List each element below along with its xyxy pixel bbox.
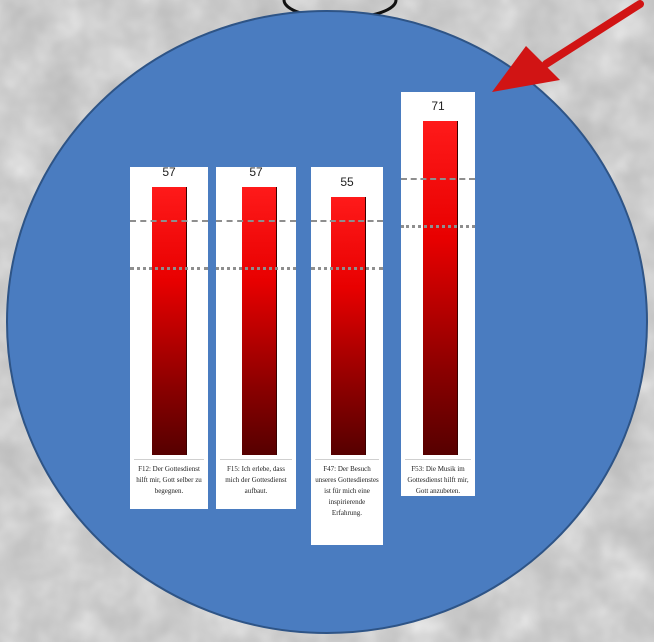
red-arrow-icon bbox=[492, 0, 644, 92]
bar-panel: 71 F53: Die Musik im Gottesdienst hilft m… bbox=[401, 92, 475, 496]
bar-value-label: 55 bbox=[340, 174, 354, 189]
bar bbox=[423, 121, 457, 455]
bar-value-label: 71 bbox=[431, 99, 445, 114]
bar-value-label: 57 bbox=[249, 165, 263, 180]
bar bbox=[331, 196, 365, 455]
bar-category-label: F47: Der Besuch unseres Gottesdienstes i… bbox=[315, 459, 379, 519]
bar-category-label: F12: Der Gottesdienst hilft mir, Gott se… bbox=[134, 459, 204, 497]
bar-category-label: F53: Die Musik im Gottesdienst hilft mir… bbox=[405, 459, 471, 497]
reference-line-dashed bbox=[311, 220, 383, 222]
reference-line-dotted bbox=[311, 267, 383, 270]
bar bbox=[242, 187, 276, 455]
bar-panel: 55 F47: Der Besuch unseres Gottesdienstes… bbox=[311, 167, 383, 545]
reference-line-dashed bbox=[216, 220, 296, 222]
bar bbox=[152, 187, 186, 455]
reference-line-dashed bbox=[130, 220, 208, 222]
reference-line-dotted bbox=[216, 267, 296, 270]
bar-category-label: F15: Ich erlebe, dass mich der Gottesdie… bbox=[220, 459, 292, 497]
bar-panel: 57 F12: Der Gottesdienst hilft mir, Gott … bbox=[130, 165, 208, 509]
reference-line-dashed bbox=[401, 177, 475, 180]
reference-line-dotted bbox=[401, 224, 475, 228]
reference-line-dotted bbox=[130, 267, 208, 270]
bar-panel: 57 F15: Ich erlebe, dass mich der Gottesd… bbox=[216, 165, 296, 509]
bar-value-label: 57 bbox=[162, 165, 176, 180]
